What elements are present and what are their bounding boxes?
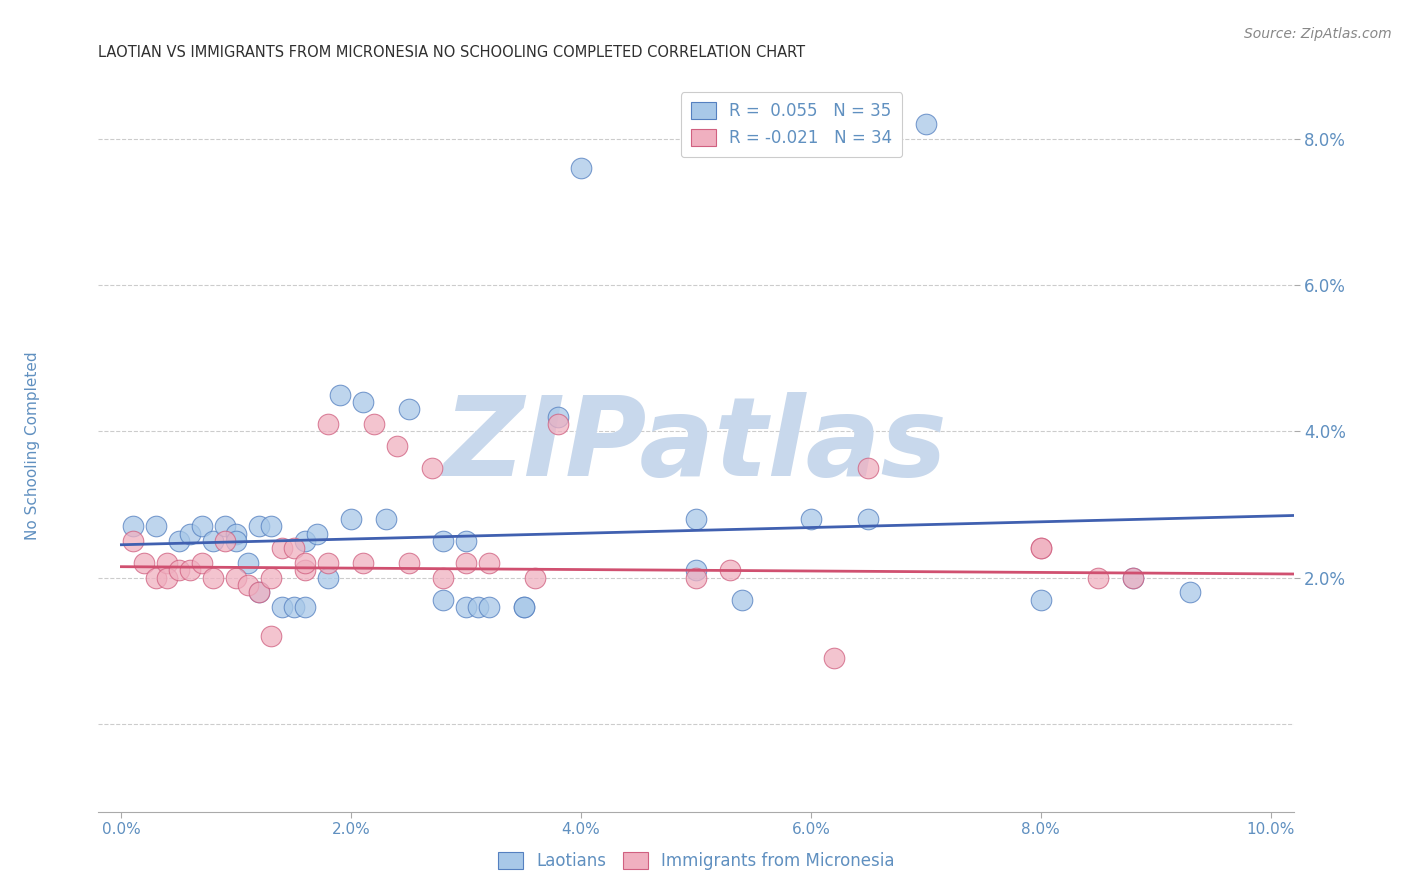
Text: Source: ZipAtlas.com: Source: ZipAtlas.com (1244, 27, 1392, 41)
Point (823, 651, 845, 665)
Point (247, 519, 270, 533)
Point (145, 519, 167, 533)
Point (374, 512, 396, 526)
Point (800, 512, 823, 526)
Point (202, 571, 225, 585)
Point (122, 534, 145, 549)
Point (294, 556, 316, 570)
Point (352, 395, 374, 409)
Point (236, 578, 259, 592)
Point (685, 571, 707, 585)
Point (271, 599, 294, 614)
Point (260, 571, 283, 585)
Point (1087, 571, 1109, 585)
Point (1029, 541, 1052, 556)
Legend: Laotians, Immigrants from Micronesia: Laotians, Immigrants from Micronesia (491, 845, 901, 877)
Point (134, 556, 156, 570)
Point (294, 534, 316, 549)
Point (547, 417, 569, 431)
Point (247, 585, 270, 599)
Point (294, 563, 316, 577)
Point (191, 519, 214, 533)
Point (260, 519, 283, 533)
Point (340, 512, 363, 526)
Point (432, 534, 454, 549)
Point (512, 599, 534, 614)
Point (363, 417, 385, 431)
Point (524, 571, 547, 585)
Point (225, 526, 247, 541)
Point (1029, 592, 1052, 607)
Point (1122, 571, 1144, 585)
Point (316, 571, 339, 585)
Point (432, 571, 454, 585)
Point (1122, 571, 1144, 585)
Point (214, 534, 236, 549)
Point (247, 585, 270, 599)
Point (456, 556, 478, 570)
Point (420, 461, 443, 475)
Point (271, 541, 294, 556)
Point (914, 117, 936, 131)
Point (478, 556, 501, 570)
Point (720, 563, 742, 577)
Point (191, 556, 214, 570)
Point (398, 556, 420, 570)
Point (283, 599, 305, 614)
Point (385, 439, 409, 453)
Point (432, 592, 454, 607)
Point (512, 599, 534, 614)
Point (236, 556, 259, 570)
Point (316, 417, 339, 431)
Point (1178, 585, 1201, 599)
Point (179, 526, 201, 541)
Point (167, 534, 190, 549)
Point (225, 571, 247, 585)
Point (316, 556, 339, 570)
Point (145, 571, 167, 585)
Point (122, 519, 145, 533)
Point (456, 534, 478, 549)
Text: LAOTIAN VS IMMIGRANTS FROM MICRONESIA NO SCHOOLING COMPLETED CORRELATION CHART: LAOTIAN VS IMMIGRANTS FROM MICRONESIA NO… (98, 45, 806, 60)
Point (398, 402, 420, 417)
Point (858, 512, 880, 526)
Point (456, 599, 478, 614)
Point (569, 161, 592, 175)
Point (283, 541, 305, 556)
Point (858, 461, 880, 475)
Point (214, 519, 236, 533)
Point (467, 599, 489, 614)
Point (225, 534, 247, 549)
Point (167, 563, 190, 577)
Point (547, 409, 569, 424)
Point (685, 563, 707, 577)
Point (294, 599, 316, 614)
Point (202, 534, 225, 549)
Point (352, 556, 374, 570)
Text: No Schooling Completed: No Schooling Completed (25, 351, 41, 541)
Point (1029, 541, 1052, 556)
Point (260, 629, 283, 643)
Point (685, 512, 707, 526)
Point (731, 592, 754, 607)
Text: ZIPatlas: ZIPatlas (444, 392, 948, 500)
Point (478, 599, 501, 614)
Point (156, 556, 179, 570)
Point (329, 388, 352, 402)
Point (305, 526, 328, 541)
Point (156, 571, 179, 585)
Point (179, 563, 201, 577)
